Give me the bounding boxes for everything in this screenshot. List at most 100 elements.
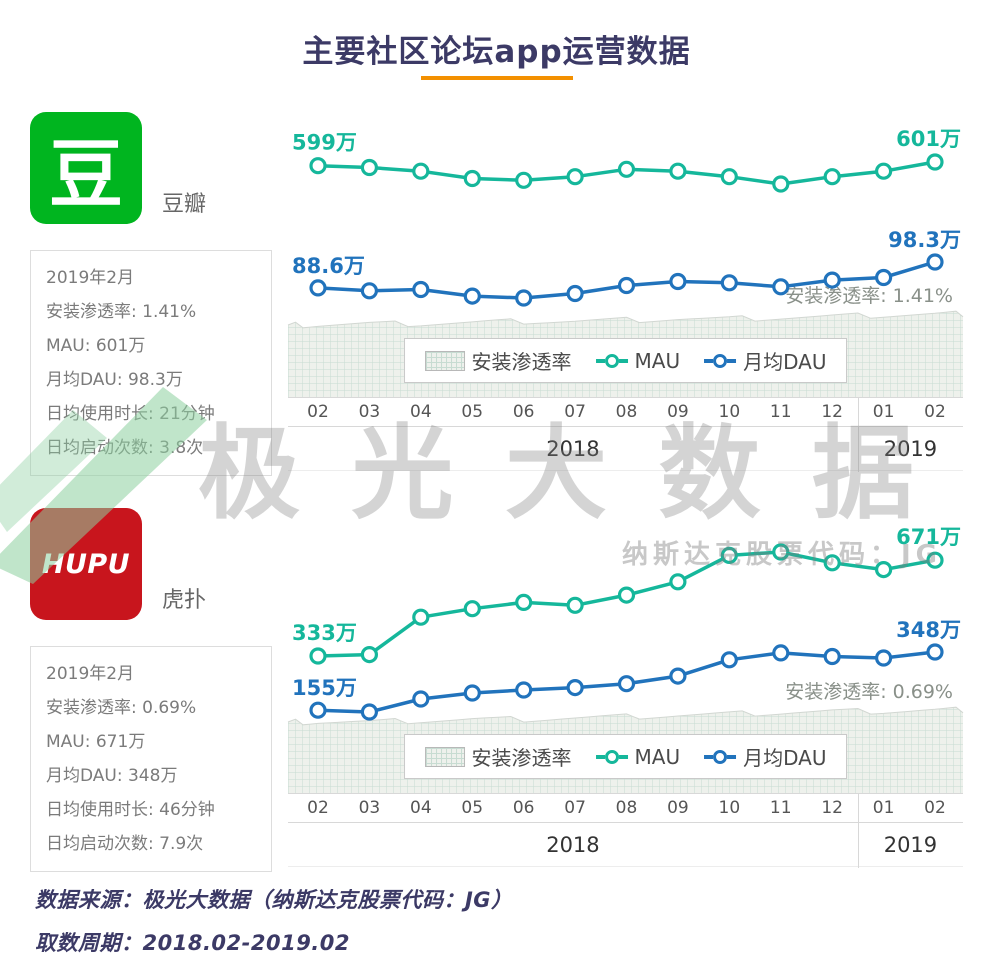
mau-point [566,168,584,186]
annotation-dau-start: 155万 [292,676,357,700]
legend-label: 月均DAU [743,746,827,770]
dau-point [463,684,481,702]
legend-item-penetration: 安装渗透率 [424,346,572,375]
stat-mau: MAU: 671万 [46,732,146,752]
dau-point [874,268,893,287]
legend-item-penetration: 安装渗透率 [424,742,572,771]
dau-point [360,282,379,300]
stat-duration: 日均使用时长: 21分钟 [46,404,215,424]
penetration-swatch-icon [424,350,465,371]
annotation-dau-end: 98.3万 [888,228,961,252]
year-label: 2018 [546,436,600,461]
app-head: HUPU 虎扑 [30,508,272,620]
penetration-area-edge [287,310,964,329]
year-divider [857,793,859,868]
dau-point [874,649,893,667]
mau-point [669,573,687,591]
dau-point [669,272,687,291]
dau-point [720,651,738,669]
dau-point [617,276,636,295]
legend-item-mau: MAU [595,744,681,769]
month-axis: 02 03 04 05 06 07 08 09 10 11 12 01 02 [288,397,963,427]
dau-point [823,647,841,666]
legend-label: MAU [634,744,681,769]
legend-label: 安装渗透率 [471,746,572,770]
legend-label: MAU [634,348,681,373]
app-name: 虎扑 [162,588,207,613]
month-label: 05 [461,402,484,422]
footer-period: 取数周期：2018.02-2019.02 [35,931,351,955]
month-label: 06 [512,402,535,422]
mau-point [309,647,327,665]
year-axis: 2018 2019 [288,823,963,867]
hupu-app-icon: HUPU [30,508,142,620]
legend-item-dau: 月均DAU [704,742,826,771]
legend-item-dau: 月均DAU [704,346,826,375]
year-label: 2019 [883,436,938,461]
legend-label: 月均DAU [743,350,827,374]
app-card-douban: 豆 豆瓣 2019年2月 安装渗透率: 1.41% MAU: 601万 月均DA… [30,112,272,476]
mau-point [772,175,790,193]
stat-penetration: 安装渗透率: 0.69% [46,698,197,718]
month-label: 07 [564,402,586,422]
year-label: 2018 [546,832,600,857]
month-label: 04 [410,798,432,818]
mau-point [566,596,584,614]
penetration-area-edge [287,706,964,726]
legend-label: 安装渗透率 [471,350,572,374]
hupu-stats-box: 2019年2月 安装渗透率: 0.69% MAU: 671万 月均DAU: 34… [30,646,272,872]
chart-legend: 安装渗透率 MAU 月均DAU [403,734,848,779]
chart-legend: 安装渗透率 MAU 月均DAU [403,338,848,383]
mau-point [617,586,636,604]
mau-point [874,560,893,579]
penetration-swatch-icon [424,746,465,767]
month-label: 01 [872,798,895,818]
chart-panel-hupu: 安装渗透率: 0.69% 333万 671万 155万 348万 安装渗透率 MAU 月… [287,506,964,868]
mau-point [360,646,379,664]
dau-point [463,287,481,305]
mau-point [309,157,327,175]
mau-point [720,546,738,565]
annotation-penetration: 安装渗透率: 0.69% [785,681,953,703]
month-label: 08 [615,402,638,422]
month-label: 10 [718,402,741,422]
chart-panel-douban: 安装渗透率: 1.41% 599万 601万 88.6万 98.3万 安装渗透率 MAU… [287,110,964,472]
mau-marker-icon [595,353,628,368]
footer-source: 数据来源：极光大数据（纳斯达克股票代码：JG） [35,888,513,912]
month-label: 02 [307,798,329,818]
month-label: 10 [718,798,741,818]
mau-point [823,554,841,572]
mau-point [412,162,430,180]
douban-stats-box: 2019年2月 安装渗透率: 1.41% MAU: 601万 月均DAU: 98… [30,250,272,476]
month-label: 09 [667,402,689,422]
dau-point [309,701,327,719]
month-label: 08 [615,798,638,818]
mau-marker-icon [595,749,628,764]
app-head: 豆 豆瓣 [30,112,272,224]
mau-line [317,550,936,658]
stat-duration: 日均使用时长: 46分钟 [46,800,215,820]
month-label: 12 [821,402,843,422]
mau-point [926,153,944,171]
mau-point [463,600,481,618]
month-label: 09 [667,798,689,818]
dau-point [309,279,327,297]
x-axis: 02 03 04 05 06 07 08 09 10 11 12 01 02 2018 2019 [288,397,963,472]
mau-point [617,160,636,178]
mau-point [412,608,430,626]
dau-marker-icon [704,353,737,368]
douban-app-icon: 豆 [30,112,142,224]
stat-dau: 月均DAU: 98.3万 [46,370,183,390]
app-name: 豆瓣 [162,192,207,217]
stat-period: 2019年2月 [46,268,135,288]
month-label: 12 [821,798,843,818]
hupu-icon-glyph: HUPU [41,548,131,580]
dau-point [515,681,533,699]
mau-point [874,162,893,180]
dau-point [926,643,944,661]
mau-point [463,169,481,188]
mau-point [926,551,944,569]
year-label: 2019 [883,832,938,857]
x-axis: 02 03 04 05 06 07 08 09 10 11 12 01 02 2018 2019 [288,793,963,868]
dau-point [617,675,636,693]
